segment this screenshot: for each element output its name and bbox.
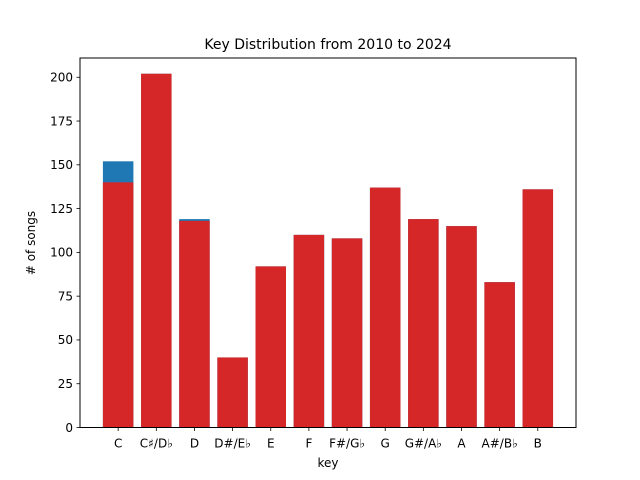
bar-series-2-8 [408,219,439,428]
y-tick-label: 75 [58,289,73,303]
x-tick-label: A#/B♭ [482,437,518,451]
y-tick-label: 100 [50,246,73,260]
bar-series-2-6 [331,238,363,428]
x-tick-label: A [457,437,466,451]
x-tick-label: C♯/D♭ [140,437,173,451]
y-tick-label: 125 [50,202,73,216]
bar-series-2-7 [369,187,401,428]
x-tick-label: G#/A♭ [405,437,442,451]
y-tick-label: 150 [50,158,73,172]
y-tick-label: 50 [58,333,73,347]
x-tick-label: F#/G♭ [329,437,365,451]
bar-series-2-5 [293,234,325,428]
x-tick-label: C [114,437,122,451]
bar-series-2-3 [217,357,248,428]
x-tick-label: D#/E♭ [214,437,251,451]
x-axis-label: key [317,456,338,470]
x-tick-label: F [305,437,312,451]
bar-series-2-0 [102,182,134,428]
y-tick-label: 25 [58,377,73,391]
bar-series-2-9 [446,226,477,428]
x-tick-label: D [190,437,199,451]
y-tick-label: 200 [50,71,73,85]
bar-series-2-11 [522,189,554,428]
bar-series-2-4 [255,266,286,428]
y-tick-label: 175 [50,114,73,128]
y-tick-label: 0 [65,421,73,435]
y-axis-label: # of songs [24,211,38,275]
bars-group [102,73,554,428]
x-tick-label: G [381,437,390,451]
x-axis-ticks: C C♯/D♭ D D#/E♭ E F F#/G♭ G G#/A♭ A A#/B♭ B [114,427,542,451]
chart-title: Key Distribution from 2010 to 2024 [204,37,451,53]
bar-series-2-1 [141,73,172,428]
plot-frame [79,57,577,428]
bar-series-2-2 [179,220,210,428]
bar-series-2-10 [484,282,515,428]
x-tick-label: E [267,437,275,451]
y-axis-ticks: 0 25 50 75 100 125 150 175 200 [50,71,80,435]
x-tick-label: B [534,437,542,451]
